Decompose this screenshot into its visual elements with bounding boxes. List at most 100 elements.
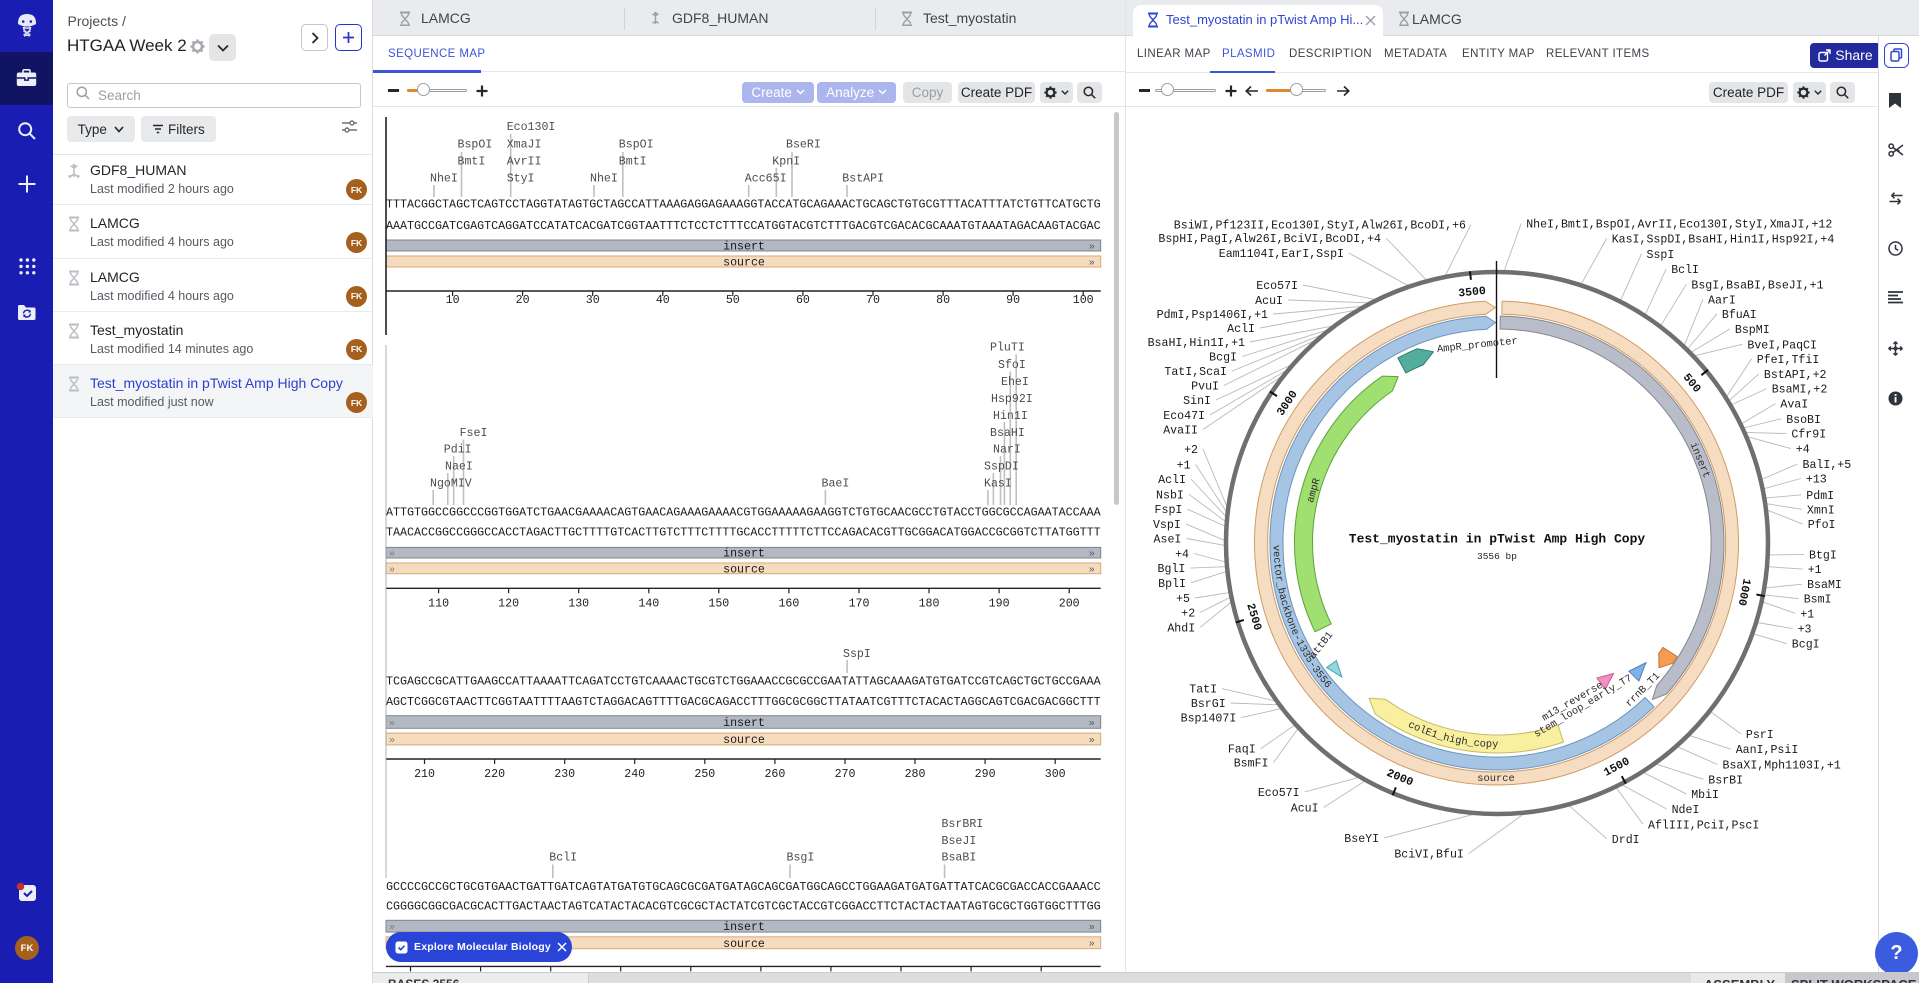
svg-text:NaeI: NaeI [445, 461, 473, 474]
svg-text:»: » [1089, 565, 1095, 576]
svg-text:3556 bp: 3556 bp [1477, 551, 1517, 562]
svg-text:BmtI: BmtI [458, 156, 486, 169]
svg-text:+1: +1 [1177, 459, 1191, 472]
svg-text:TatI: TatI [1189, 684, 1217, 697]
svg-text:290: 290 [975, 768, 996, 781]
svg-text:180: 180 [919, 598, 940, 611]
svg-text:PluTI: PluTI [990, 342, 1025, 355]
svg-text:BspMI: BspMI [1735, 324, 1770, 337]
svg-text:BciVI,BfuI: BciVI,BfuI [1394, 849, 1464, 862]
svg-text:130: 130 [568, 598, 589, 611]
svg-text:BalI,+5: BalI,+5 [1803, 459, 1852, 472]
svg-text:CGGGGCGGCGACGCACTTGACTAACTAGTC: CGGGGCGGCGACGCACTTGACTAACTAGTCATACTACACG… [386, 900, 1101, 914]
svg-text:BspOI: BspOI [619, 139, 654, 152]
svg-text:»: » [1089, 549, 1095, 560]
svg-text:source: source [723, 734, 765, 747]
svg-text:DrdI: DrdI [1612, 834, 1640, 847]
svg-text:Cfr9I: Cfr9I [1791, 429, 1826, 442]
svg-text:+5: +5 [1176, 593, 1190, 606]
svg-text:210: 210 [414, 768, 435, 781]
svg-text:+2: +2 [1181, 607, 1195, 620]
svg-text:280: 280 [905, 768, 926, 781]
svg-text:»: » [1089, 736, 1095, 747]
svg-text:70: 70 [866, 294, 880, 307]
svg-text:NheI,BmtI,BspOI,AvrII,Eco130I,: NheI,BmtI,BspOI,AvrII,Eco130I,StyI,XmaJI… [1526, 218, 1832, 231]
svg-text:PfoI: PfoI [1808, 519, 1836, 532]
svg-text:Eco130I: Eco130I [507, 121, 556, 134]
svg-text:KasI: KasI [984, 478, 1012, 491]
svg-text:1000: 1000 [1735, 577, 1753, 607]
svg-text:240: 240 [624, 768, 645, 781]
svg-text:source: source [723, 938, 765, 951]
svg-text:»: » [1089, 242, 1095, 253]
svg-text:+1: +1 [1800, 608, 1814, 621]
svg-text:BaeI: BaeI [822, 478, 850, 491]
svg-text:BplI: BplI [1158, 578, 1186, 591]
svg-text:»: » [389, 923, 395, 934]
svg-text:BclI: BclI [1671, 264, 1699, 277]
svg-text:190: 190 [989, 598, 1010, 611]
svg-text:BsiWI,Pf123II,Eco130I,StyI,Alw: BsiWI,Pf123II,Eco130I,StyI,Alw26I,BcoDI,… [1174, 220, 1466, 233]
svg-text:60: 60 [796, 294, 810, 307]
svg-text:NheI: NheI [590, 173, 618, 186]
svg-text:220: 220 [484, 768, 505, 781]
svg-text:20: 20 [516, 294, 530, 307]
svg-text:NdeI: NdeI [1672, 804, 1700, 817]
svg-text:AclI: AclI [1227, 323, 1255, 336]
svg-text:3500: 3500 [1458, 285, 1487, 301]
svg-text:100: 100 [1073, 294, 1094, 307]
svg-text:BcgI: BcgI [1792, 639, 1820, 652]
svg-text:+4: +4 [1175, 549, 1189, 562]
svg-text:Bsp1407I: Bsp1407I [1181, 713, 1237, 726]
svg-text:PsrI: PsrI [1746, 729, 1774, 742]
svg-text:170: 170 [849, 598, 870, 611]
svg-text:160: 160 [778, 598, 799, 611]
svg-text:AvaII: AvaII [1163, 425, 1198, 438]
svg-text:insert: insert [723, 717, 765, 730]
svg-text:SinI: SinI [1183, 395, 1211, 408]
svg-text:AGCTCGGCGTAACTTCGGTAATTTTAAGTC: AGCTCGGCGTAACTTCGGTAATTTTAAGTCTAGGACAGTT… [386, 695, 1101, 709]
svg-text:PfeI,TfiI: PfeI,TfiI [1757, 354, 1820, 367]
svg-text:TCGAGCCGCATTGAAGCCATTAAAATTCAG: TCGAGCCGCATTGAAGCCATTAAAATTCAGATCCTGTCAA… [386, 675, 1102, 689]
svg-text:AcuI: AcuI [1291, 803, 1319, 816]
svg-text:BmtI: BmtI [619, 156, 647, 169]
svg-text:PdmI: PdmI [1806, 490, 1834, 503]
svg-text:Hin1I: Hin1I [993, 410, 1028, 423]
svg-text:230: 230 [554, 768, 575, 781]
svg-text:SspI: SspI [1647, 249, 1675, 262]
svg-text:BsmFI: BsmFI [1234, 758, 1269, 771]
svg-text:110: 110 [428, 598, 449, 611]
svg-text:NsbI: NsbI [1156, 489, 1184, 502]
svg-text:300: 300 [1045, 768, 1066, 781]
svg-text:AarI: AarI [1708, 294, 1736, 307]
svg-text:BspHI,PagI,Alw26I,BciVI,BcoDI,: BspHI,PagI,Alw26I,BciVI,BcoDI,+4 [1158, 233, 1381, 246]
svg-text:KasI,SspDI,BsaHI,Hin1I,Hsp92I,: KasI,SspDI,BsaHI,Hin1I,Hsp92I,+4 [1612, 234, 1835, 247]
svg-text:AvrII: AvrII [507, 156, 542, 169]
svg-text:10: 10 [446, 294, 460, 307]
svg-text:AanI,PsiI: AanI,PsiI [1736, 744, 1799, 757]
svg-text:»: » [389, 565, 395, 576]
svg-text:80: 80 [936, 294, 950, 307]
svg-text:FspI: FspI [1155, 504, 1183, 517]
svg-text:150: 150 [708, 598, 729, 611]
svg-text:BseYI: BseYI [1344, 833, 1379, 846]
svg-text:BseJI: BseJI [942, 835, 977, 848]
svg-text:BsgI: BsgI [787, 852, 815, 865]
svg-text:»: » [389, 549, 395, 560]
svg-text:source: source [1477, 773, 1514, 785]
svg-text:StyI: StyI [507, 173, 535, 186]
svg-text:BglI: BglI [1158, 563, 1186, 576]
svg-text:BcgI: BcgI [1209, 352, 1237, 365]
svg-text:source: source [723, 563, 765, 576]
svg-text:BsmI: BsmI [1804, 594, 1832, 607]
svg-text:BveI,PaqCI: BveI,PaqCI [1747, 339, 1817, 352]
svg-text:Eco57I: Eco57I [1258, 787, 1300, 800]
svg-text:+2: +2 [1184, 444, 1198, 457]
svg-text:NgoMIV: NgoMIV [430, 478, 472, 491]
svg-text:BsrBI: BsrBI [1708, 774, 1743, 787]
svg-text:120: 120 [498, 598, 519, 611]
svg-text:PdmI,Psp1406I,+1: PdmI,Psp1406I,+1 [1157, 309, 1268, 322]
svg-text:NheI: NheI [430, 173, 458, 186]
svg-text:AvaI: AvaI [1780, 399, 1808, 412]
svg-text:90: 90 [1006, 294, 1020, 307]
